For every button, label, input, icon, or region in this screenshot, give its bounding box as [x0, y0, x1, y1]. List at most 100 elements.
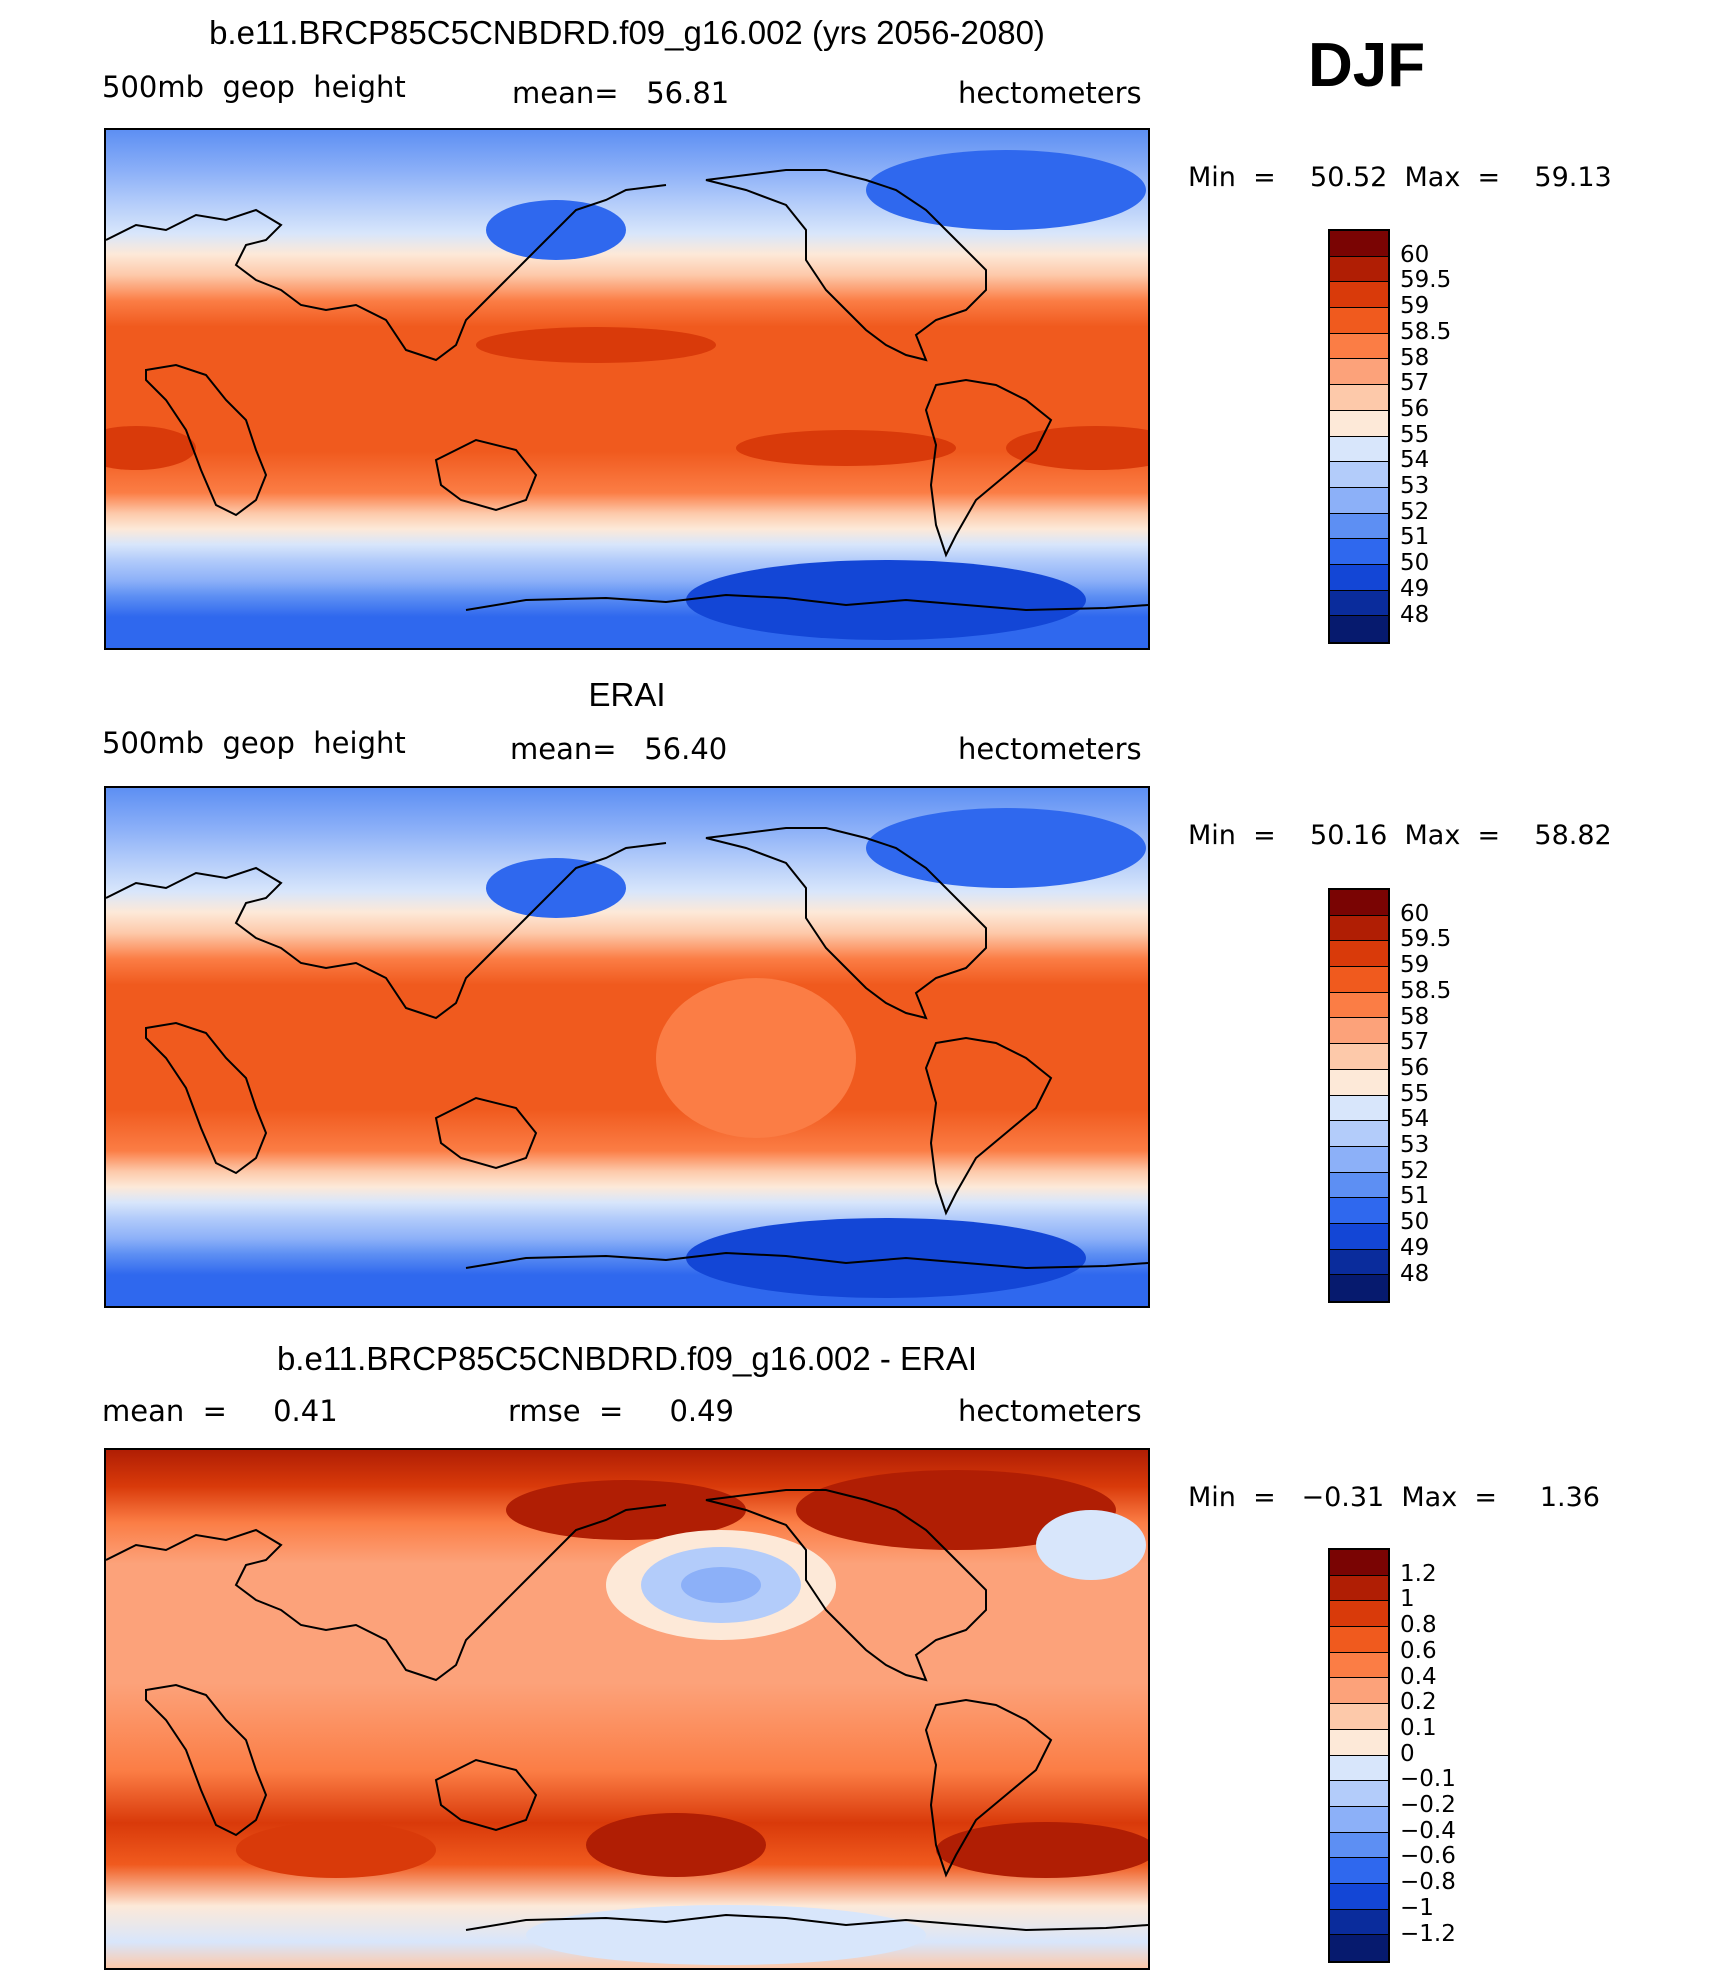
colorbar-label: 59.5: [1400, 926, 1452, 953]
coastline: [465, 1913, 1148, 1932]
colorbar-box: [1330, 1755, 1388, 1782]
low-height-region: [866, 150, 1146, 230]
colorbar-label: 56: [1400, 395, 1430, 422]
colorbar-label: 52: [1400, 1157, 1430, 1184]
colorbar: [1328, 1548, 1390, 1963]
colorbar-box: [1330, 231, 1388, 257]
colorbar-label: 48: [1400, 601, 1430, 628]
colorbar-label: 56: [1400, 1054, 1430, 1081]
colorbar-label: 52: [1400, 498, 1430, 525]
map-canvas: [106, 788, 1148, 1306]
rmse-label: rmse = 0.49: [508, 1394, 735, 1428]
colorbar-label: 55: [1400, 421, 1430, 448]
panel-difference: b.e11.BRCP85C5CNBDRD.f09_g16.002 - ERAI …: [0, 1318, 1710, 1978]
colorbar-box: [1330, 282, 1388, 309]
colorbar-label: 58: [1400, 1003, 1430, 1030]
coastline: [145, 1021, 268, 1175]
colorbar-label: 48: [1400, 1260, 1430, 1287]
colorbar-label: 57: [1400, 1029, 1430, 1056]
colorbar-box: [1330, 462, 1388, 488]
colorbar: [1328, 229, 1390, 644]
min-max-label: Min = 50.16 Max = 58.82: [1188, 820, 1612, 851]
positive-anomaly-region: [936, 1822, 1148, 1878]
colorbar-label: 53: [1400, 1132, 1430, 1158]
colorbar-box: [1330, 564, 1388, 591]
colorbar-label: 0: [1400, 1740, 1415, 1767]
colorbar-label: 49: [1400, 575, 1430, 602]
contour-map: [104, 128, 1150, 650]
colorbar-box: [1330, 256, 1388, 283]
colorbar-box: [1330, 1601, 1388, 1628]
positive-anomaly-region: [586, 1813, 766, 1877]
colorbar-label: 1.2: [1400, 1560, 1437, 1587]
colorbar-box: [1330, 1223, 1388, 1250]
units-label: hectometers: [958, 732, 1142, 766]
panel-title: ERAI: [588, 676, 666, 713]
colorbar-box: [1330, 1249, 1388, 1276]
colorbar-label: 60: [1400, 241, 1430, 268]
colorbar-label: 59: [1400, 952, 1430, 979]
map-canvas: [106, 130, 1148, 648]
colorbar-box: [1330, 1652, 1388, 1679]
contour-map: [104, 786, 1150, 1308]
colorbar-label: 54: [1400, 447, 1430, 474]
colorbar-box: [1330, 1832, 1388, 1859]
left-label: 500mb geop height: [102, 70, 406, 104]
colorbar-box: [1330, 590, 1388, 617]
colorbar-label: 0.1: [1400, 1714, 1437, 1741]
colorbar-box: [1330, 1678, 1388, 1705]
colorbar-box: [1330, 1729, 1388, 1756]
colorbar-label: 53: [1400, 473, 1430, 499]
coastline: [705, 169, 987, 362]
colorbar-label: 1: [1400, 1586, 1415, 1613]
coastline: [705, 1489, 987, 1682]
colorbar-label: 0.2: [1400, 1689, 1437, 1716]
coastline: [145, 1683, 268, 1837]
mean-label: mean = 0.41: [102, 1394, 338, 1428]
coastline: [465, 1251, 1148, 1270]
panel-title: b.e11.BRCP85C5CNBDRD.f09_g16.002 (yrs 20…: [209, 14, 1045, 51]
colorbar-label: 59.5: [1400, 267, 1452, 294]
coastline: [924, 1036, 1053, 1216]
colorbar-box: [1330, 1146, 1388, 1173]
colorbar-label: 60: [1400, 900, 1430, 927]
season-label: DJF: [1308, 31, 1426, 100]
colorbar-box: [1330, 436, 1388, 463]
colorbar-label: 58: [1400, 344, 1430, 371]
map-canvas: [106, 1450, 1148, 1968]
colorbar-label: 0.8: [1400, 1612, 1437, 1639]
coastline: [434, 1758, 538, 1832]
colorbar-box: [1330, 1121, 1388, 1147]
colorbar-box: [1330, 513, 1388, 540]
colorbar-box: [1330, 616, 1388, 642]
coastline: [434, 438, 538, 512]
panel-model: b.e11.BRCP85C5CNBDRD.f09_g16.002 (yrs 20…: [0, 0, 1710, 660]
min-max-label: Min = −0.31 Max = 1.36: [1188, 1482, 1600, 1513]
contour-map: [104, 1448, 1150, 1970]
colorbar-box: [1330, 308, 1388, 334]
colorbar-label: −0.8: [1400, 1869, 1456, 1896]
colorbar-box: [1330, 915, 1388, 942]
colorbar-box: [1330, 1575, 1388, 1602]
colorbar-box: [1330, 1069, 1388, 1096]
colorbar-label: 54: [1400, 1106, 1430, 1133]
colorbar-box: [1330, 359, 1388, 386]
colorbar-label: 50: [1400, 1209, 1430, 1236]
colorbar-box: [1330, 1858, 1388, 1884]
mean-label: mean= 56.81: [512, 76, 730, 110]
colorbar-box: [1330, 1018, 1388, 1045]
colorbar: [1328, 888, 1390, 1303]
colorbar-box: [1330, 487, 1388, 514]
low-height-region: [686, 1218, 1086, 1298]
high-height-region: [106, 426, 196, 470]
negative-anomaly-region: [1036, 1510, 1146, 1580]
lower-height-region: [656, 978, 856, 1138]
colorbar-box: [1330, 1044, 1388, 1070]
negative-anomaly-region: [681, 1567, 761, 1603]
colorbar-box: [1330, 1806, 1388, 1833]
colorbar-label: −0.2: [1400, 1792, 1456, 1818]
colorbar-label: 57: [1400, 370, 1430, 397]
colorbar-box: [1330, 385, 1388, 411]
colorbar-box: [1330, 539, 1388, 565]
coastline: [434, 1096, 538, 1170]
